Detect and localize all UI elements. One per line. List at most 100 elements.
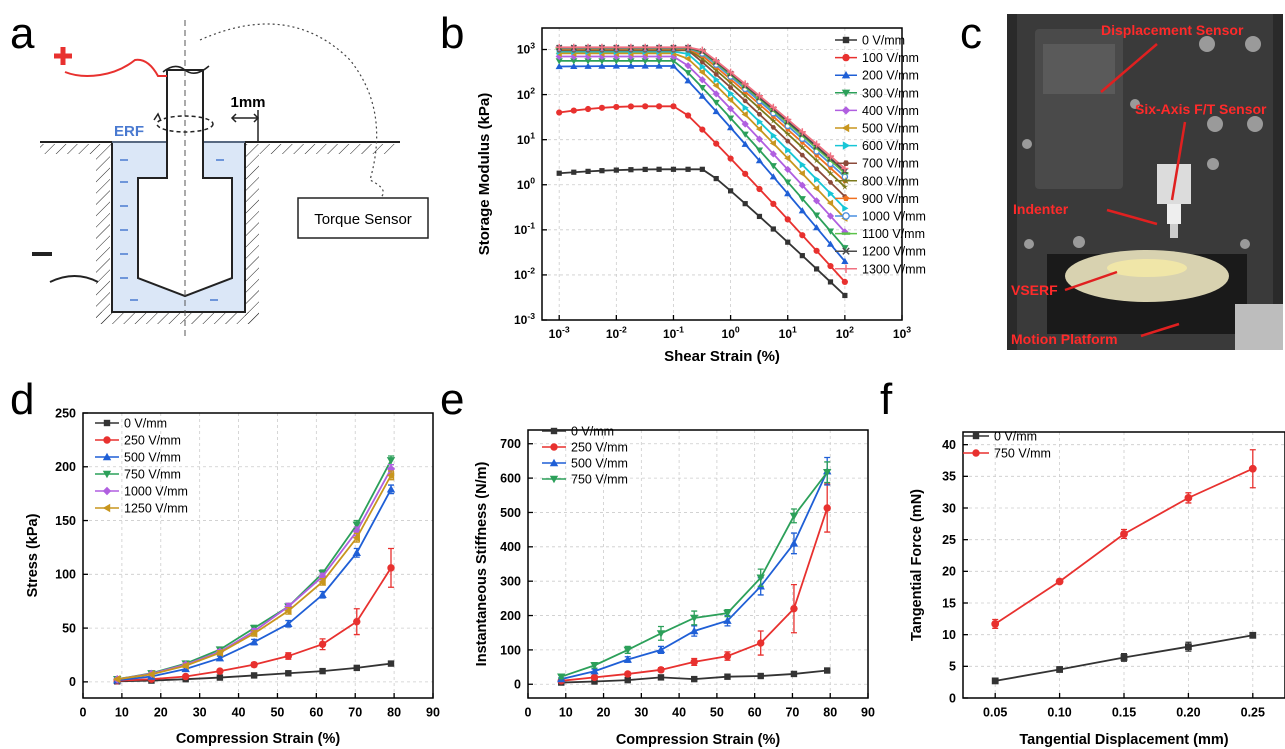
data-point bbox=[250, 660, 258, 669]
legend-marker bbox=[841, 71, 851, 79]
data-point bbox=[585, 168, 591, 174]
data-point bbox=[755, 135, 764, 143]
y-tick-label: 0 bbox=[949, 691, 956, 705]
data-point bbox=[713, 76, 720, 84]
x-tick-label: 10-3 bbox=[549, 325, 570, 341]
data-point bbox=[769, 117, 777, 124]
data-point bbox=[624, 670, 632, 678]
legend-marker bbox=[550, 443, 558, 451]
data-point bbox=[570, 58, 578, 65]
data-point bbox=[1120, 654, 1128, 661]
x-tick-label: 102 bbox=[836, 325, 854, 341]
data-point bbox=[669, 58, 678, 65]
legend-marker bbox=[972, 449, 980, 457]
data-point bbox=[727, 85, 734, 90]
series-1300-V-mm bbox=[555, 43, 849, 173]
data-point bbox=[1120, 530, 1128, 538]
data-point bbox=[215, 654, 225, 662]
x-tick-label: 40 bbox=[232, 706, 246, 720]
data-point bbox=[785, 138, 791, 144]
data-point bbox=[741, 91, 749, 99]
data-point bbox=[827, 189, 835, 198]
data-point bbox=[798, 128, 806, 136]
data-point bbox=[627, 58, 635, 65]
legend-label: 0 V/mm bbox=[994, 430, 1037, 444]
data-point bbox=[755, 92, 764, 100]
data-point bbox=[812, 140, 821, 148]
data-point bbox=[1056, 666, 1063, 673]
legend-label: 0 V/mm bbox=[124, 417, 167, 431]
x-tick-label: 70 bbox=[348, 706, 362, 720]
y-tick-label: 50 bbox=[62, 621, 76, 635]
data-point bbox=[684, 62, 692, 70]
legend-marker bbox=[549, 475, 559, 484]
legend: 0 V/mm 750 V/mm bbox=[963, 430, 1051, 461]
data-point bbox=[699, 166, 705, 172]
y-tick-label: 5 bbox=[949, 660, 956, 674]
data-point bbox=[742, 170, 749, 177]
data-point bbox=[669, 62, 678, 69]
legend-marker bbox=[102, 452, 112, 461]
x-tick-label: 0.10 bbox=[1047, 706, 1071, 720]
data-point bbox=[726, 115, 735, 122]
data-point bbox=[613, 167, 619, 173]
legend-label: 400 V/mm bbox=[862, 104, 919, 118]
y-tick-label: 700 bbox=[500, 437, 521, 451]
y-tick-label: 35 bbox=[942, 470, 956, 484]
y-tick-label: 250 bbox=[55, 406, 76, 420]
data-point bbox=[584, 62, 592, 69]
data-point bbox=[599, 168, 605, 174]
legend-label: 1000 V/mm bbox=[862, 210, 926, 224]
series-750-V-mm bbox=[991, 449, 1257, 629]
data-point bbox=[770, 226, 776, 232]
data-point bbox=[684, 77, 692, 84]
legend-marker bbox=[842, 247, 850, 255]
axes: 0 10 20 30 40 50 60 70 80 90 0 100 200 300 400 500 600 70… bbox=[474, 429, 875, 748]
legend-marker bbox=[842, 176, 850, 185]
data-point bbox=[691, 675, 698, 683]
data-point bbox=[684, 55, 691, 63]
legend: 0 V/mm 250 V/mm 500 V/mm 750 V/mm bbox=[542, 425, 628, 487]
series-750-V-mm bbox=[557, 461, 832, 681]
legend-marker bbox=[549, 458, 559, 467]
data-point bbox=[712, 57, 720, 65]
data-point bbox=[790, 670, 798, 678]
data-point bbox=[612, 43, 620, 51]
data-point bbox=[147, 670, 155, 679]
data-point bbox=[624, 676, 631, 684]
data-point bbox=[590, 662, 599, 670]
panel-letter-b: b bbox=[440, 9, 465, 58]
data-point bbox=[386, 457, 396, 465]
x-tick-label: 30 bbox=[193, 706, 207, 720]
x-tick-label: 10 bbox=[115, 706, 129, 720]
legend-marker bbox=[102, 503, 111, 513]
data-point bbox=[813, 266, 820, 272]
legend-label: 0 V/mm bbox=[862, 34, 905, 48]
label-displacement-sensor: Displacement Sensor bbox=[1101, 22, 1244, 38]
data-point bbox=[598, 104, 606, 111]
x-tick-label: 10-2 bbox=[606, 325, 627, 341]
data-point bbox=[655, 103, 663, 110]
data-point bbox=[250, 672, 258, 679]
data-point bbox=[642, 166, 648, 173]
data-point bbox=[827, 180, 834, 185]
legend-label: 800 V/mm bbox=[862, 174, 919, 188]
x-tick-label: 103 bbox=[893, 325, 911, 341]
data-point bbox=[318, 590, 327, 598]
data-point bbox=[770, 200, 777, 207]
series-0-V-mm bbox=[556, 166, 848, 299]
data-point bbox=[386, 471, 395, 480]
data-point bbox=[755, 125, 763, 133]
data-point bbox=[756, 112, 763, 117]
data-point bbox=[318, 640, 327, 648]
data-point bbox=[670, 166, 677, 172]
axes: 0.05 0.10 0.15 0.20 0.25 0 5 10 15 20 25 30 35 40 Tang… bbox=[909, 431, 1285, 748]
data-point bbox=[798, 169, 805, 178]
data-point bbox=[698, 92, 706, 99]
chart-storage-modulus: 10-3 10-2 10-1 100 101 102 103 10-3 10-2 10-1 100 1… bbox=[476, 27, 926, 365]
data-point bbox=[590, 667, 599, 675]
data-point bbox=[755, 157, 764, 164]
data-point bbox=[723, 609, 732, 618]
data-point bbox=[726, 68, 735, 76]
data-point bbox=[727, 79, 735, 86]
